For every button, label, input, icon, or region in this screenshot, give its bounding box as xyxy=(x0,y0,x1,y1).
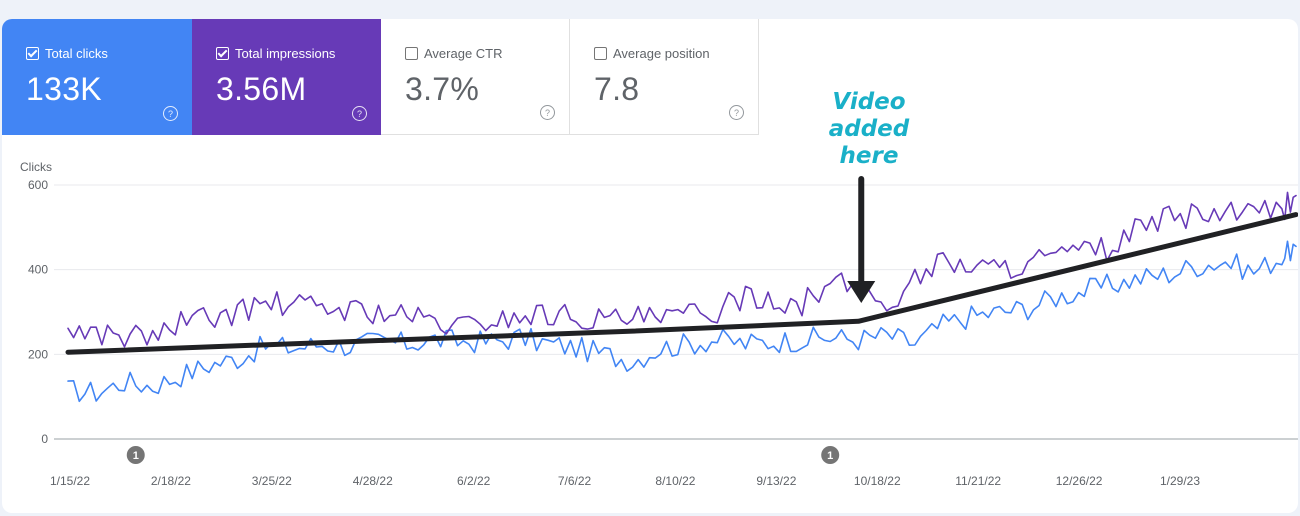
x-tick-label: 3/25/22 xyxy=(252,474,292,488)
metric-label: Average position xyxy=(613,45,710,61)
checkbox-icon[interactable] xyxy=(594,46,607,60)
metric-label: Total impressions xyxy=(235,45,336,61)
metric-header: Total clicks xyxy=(26,45,192,61)
x-tick-label: 12/26/22 xyxy=(1056,474,1103,488)
x-tick-label: 11/21/22 xyxy=(955,474,1001,488)
clicks-chart: Clicks 0 200 400 600 1/15/22 2/18/22 3/25/22 4/2… xyxy=(20,160,1298,488)
y-tick-label: 600 xyxy=(28,178,48,192)
metric-value: 7.8 xyxy=(594,71,640,107)
y-tick-label: 200 xyxy=(28,347,48,361)
video-annotation: Video added here xyxy=(814,89,924,170)
y-axis-title: Clicks xyxy=(20,160,52,174)
metric-value: 3.56M xyxy=(216,71,307,107)
x-tick-label: 8/10/22 xyxy=(655,474,695,488)
x-tick-label: 9/13/22 xyxy=(756,474,796,488)
metric-total-impressions[interactable]: Total impressions 3.56M ? xyxy=(192,19,381,135)
metric-label: Average CTR xyxy=(424,45,503,61)
metric-value: 3.7% xyxy=(405,71,480,107)
x-tick-label: 7/6/22 xyxy=(558,474,592,488)
x-tick-label: 1/29/23 xyxy=(1160,474,1200,488)
help-icon[interactable]: ? xyxy=(163,106,178,121)
checkbox-icon[interactable] xyxy=(216,46,229,60)
checkbox-icon[interactable] xyxy=(405,46,418,60)
annotation-line-3: here xyxy=(839,143,899,169)
event-marker-icon xyxy=(126,446,145,464)
metric-value: 133K xyxy=(26,71,102,107)
event-marker-label: 1 xyxy=(827,450,833,462)
help-icon[interactable]: ? xyxy=(729,105,744,120)
event-marker-label: 1 xyxy=(133,450,139,462)
x-tick-label: 4/28/22 xyxy=(353,474,393,488)
metric-header: Total impressions xyxy=(216,45,381,61)
trend-line xyxy=(65,212,1298,355)
help-icon[interactable]: ? xyxy=(352,106,367,121)
metric-total-clicks[interactable]: Total clicks 133K ? xyxy=(2,19,192,135)
y-tick-label: 0 xyxy=(41,432,48,446)
help-icon[interactable]: ? xyxy=(540,105,555,120)
y-tick-label: 400 xyxy=(28,263,48,277)
annotation-line-1: Video xyxy=(832,89,906,115)
clicks-series-line xyxy=(67,240,1297,403)
checkbox-icon[interactable] xyxy=(26,46,39,60)
metric-label: Total clicks xyxy=(45,45,108,61)
x-tick-label: 1/15/22 xyxy=(50,474,90,488)
metric-average-ctr[interactable]: Average CTR 3.7% ? xyxy=(381,19,570,135)
impressions-series-line xyxy=(67,191,1297,348)
performance-card: Total clicks 133K ? Total impressions 3.… xyxy=(2,19,1298,513)
x-tick-label: 10/18/22 xyxy=(854,474,901,488)
x-tick-label: 6/2/22 xyxy=(457,474,491,488)
metric-header: Average CTR xyxy=(405,45,569,61)
x-tick-label: 2/18/22 xyxy=(151,474,191,488)
annotation-arrow-head xyxy=(847,281,876,303)
metric-average-position[interactable]: Average position 7.8 ? xyxy=(570,19,759,135)
annotation-line-2: added xyxy=(828,116,910,142)
event-marker-icon xyxy=(821,446,840,464)
metric-header: Average position xyxy=(594,45,758,61)
